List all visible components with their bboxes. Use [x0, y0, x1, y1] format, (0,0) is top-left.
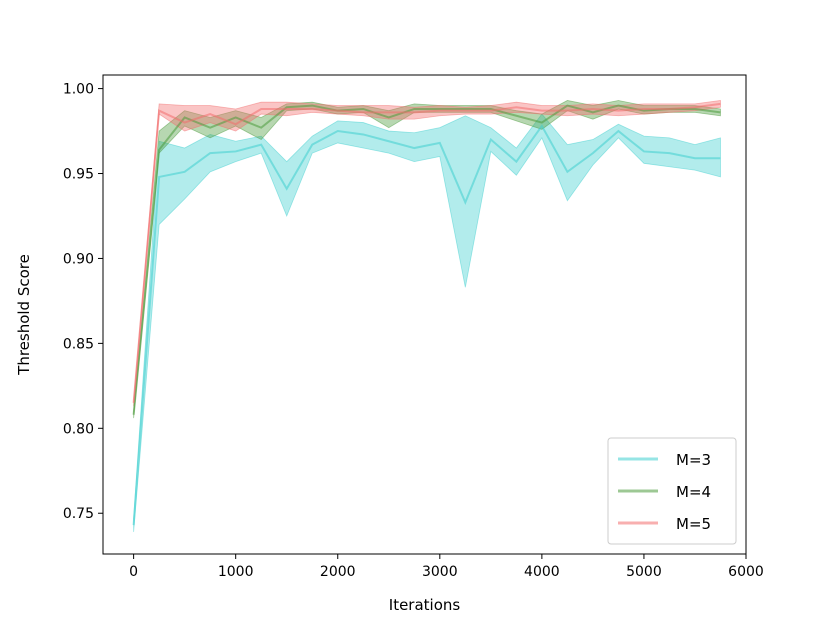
band-m-3	[133, 113, 721, 532]
x-tick-label: 4000	[524, 564, 560, 580]
x-axis-label: Iterations	[389, 596, 461, 614]
x-tick-label: 3000	[422, 564, 458, 580]
y-tick-label: 0.80	[63, 421, 94, 437]
legend-label-m-5: M=5	[676, 515, 711, 533]
legend-label-m-4: M=4	[676, 483, 711, 501]
x-tick-label: 5000	[626, 564, 662, 580]
y-tick-label: 1.00	[63, 82, 94, 98]
x-axis: 0 1000 2000 3000 4000 5000 6000	[129, 554, 764, 580]
y-axis-label: Threshold Score	[15, 254, 33, 376]
legend-box	[607, 437, 737, 545]
y-tick-label: 0.90	[63, 251, 94, 267]
line-m-3	[132, 124, 721, 526]
plot-frame	[102, 74, 747, 555]
x-tick-label: 1000	[218, 564, 254, 580]
x-tick-label: 2000	[320, 564, 356, 580]
x-tick-label: 0	[129, 564, 138, 580]
line-m-5	[132, 102, 721, 403]
legend-label-m-3: M=3	[676, 451, 711, 469]
x-tick-label: 6000	[728, 564, 764, 580]
series-lines	[132, 102, 721, 526]
line-m-4	[132, 104, 721, 415]
y-tick-label: 0.85	[63, 336, 94, 352]
legend: M=3 M=4 M=5	[607, 437, 737, 545]
y-axis: 0.75 0.80 0.85 0.90 0.95 1.00	[63, 82, 103, 522]
y-tick-label: 0.95	[63, 167, 94, 183]
y-tick-label: 0.75	[63, 506, 94, 522]
band-m-5	[133, 100, 721, 407]
